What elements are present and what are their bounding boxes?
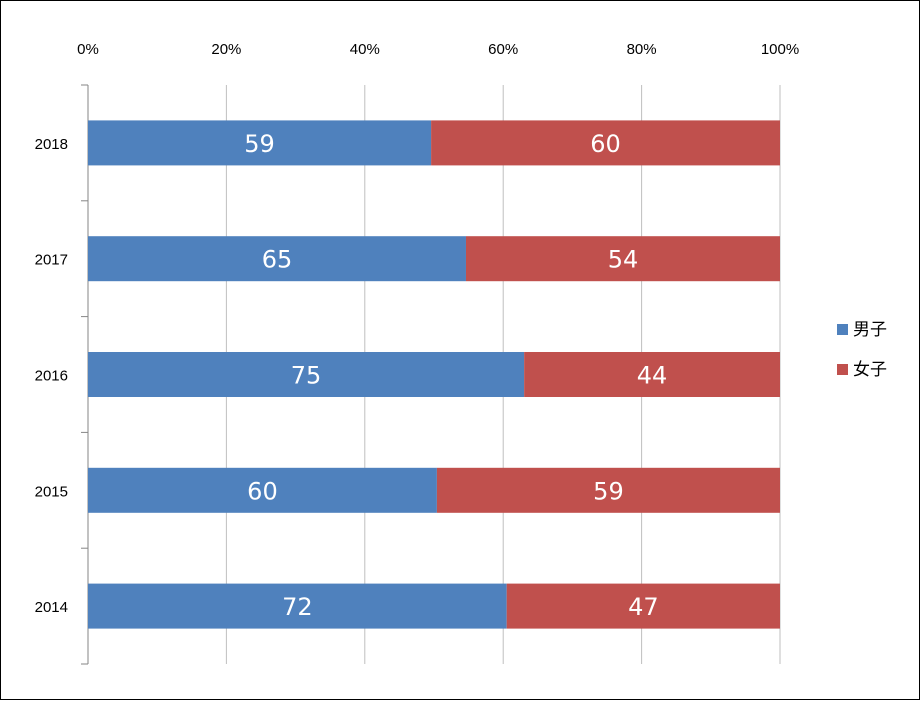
data-label: 72 (282, 593, 313, 621)
data-label: 59 (244, 130, 275, 158)
category-label: 2015 (35, 483, 68, 500)
x-tick-label: 60% (488, 41, 518, 58)
data-label: 44 (637, 362, 668, 390)
data-label: 60 (590, 130, 621, 158)
bar-segment-boys (88, 120, 432, 166)
bar-segment-girls (436, 467, 780, 513)
category-label: 2016 (35, 368, 68, 385)
bar-segment-boys (88, 583, 507, 629)
category-label: 2014 (35, 599, 68, 616)
data-label: 47 (628, 593, 659, 621)
bar-segment-girls (524, 352, 780, 397)
bar-segment-boys (88, 352, 525, 397)
legend-label: 男子 (853, 320, 887, 340)
x-tick-label: 20% (211, 41, 241, 58)
x-tick-label: 80% (627, 41, 657, 58)
bar-segment-boys (88, 236, 466, 282)
bar-segment-girls (431, 120, 780, 166)
legend-label: 女子 (853, 360, 887, 380)
legend-swatch (837, 324, 848, 335)
legend-swatch (837, 364, 848, 375)
bar-segment-boys (88, 467, 437, 513)
x-tick-label: 0% (77, 41, 99, 58)
data-label: 54 (608, 246, 639, 274)
bar-segment-girls (465, 236, 780, 282)
data-label: 60 (247, 477, 278, 505)
x-tick-label: 40% (350, 41, 380, 58)
category-label: 2018 (35, 136, 68, 153)
data-label: 75 (291, 362, 322, 390)
data-label: 65 (262, 246, 293, 274)
x-tick-label: 100% (761, 41, 799, 58)
data-label: 59 (593, 477, 624, 505)
category-label: 2017 (35, 252, 68, 269)
bar-segment-girls (506, 583, 780, 629)
